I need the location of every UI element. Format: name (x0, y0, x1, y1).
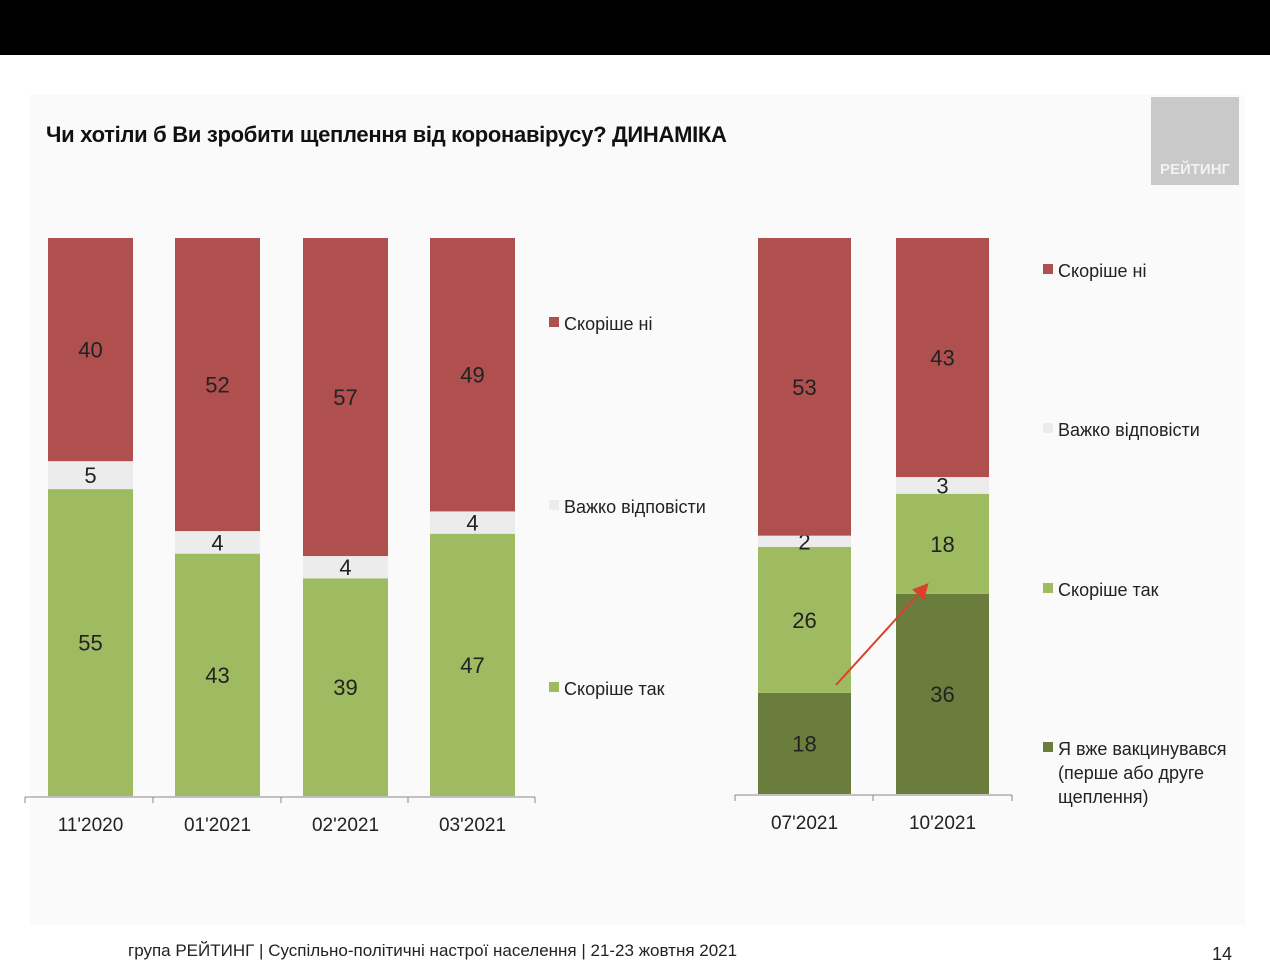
bar-segment (175, 238, 260, 532)
bar-segment (303, 556, 388, 579)
data-label: 4 (339, 555, 351, 580)
data-label: 18 (792, 731, 816, 756)
bar-segment (896, 593, 989, 794)
data-label: 43 (930, 346, 954, 371)
bar-segment (758, 535, 851, 547)
legend-swatch (1043, 264, 1053, 274)
bar-segment (303, 578, 388, 796)
data-label: 52 (205, 373, 229, 398)
legend-swatch (1043, 423, 1053, 433)
data-label: 5 (84, 463, 96, 488)
data-label: 3 (936, 473, 948, 498)
trend-arrow (835, 583, 929, 686)
legend-label: Скоріше ні (564, 314, 653, 334)
data-label: 26 (792, 608, 816, 633)
legend-label: (перше або друге (1058, 763, 1204, 783)
category-label: 10'2021 (909, 813, 976, 834)
legend-swatch (1043, 583, 1053, 593)
category-label: 11'2020 (58, 815, 124, 836)
data-label: 57 (333, 385, 357, 410)
category-label: 07'2021 (771, 813, 838, 834)
data-label: 49 (460, 363, 484, 388)
bar-segment (430, 511, 515, 534)
legend-label: Важко відповісти (564, 497, 706, 517)
bar-segment (758, 546, 851, 693)
bar-segment (175, 553, 260, 796)
bar-segment (896, 477, 989, 494)
rating-logo: РЕЙТИНГ (1151, 97, 1239, 185)
logo-text: РЕЙТИНГ (1159, 161, 1231, 178)
legend-swatch (549, 317, 559, 327)
bar-segment (896, 238, 989, 478)
bar-segment (758, 692, 851, 794)
data-label: 36 (930, 682, 954, 707)
legend-swatch (549, 682, 559, 692)
bar-segment (758, 238, 851, 536)
legend-label: Важко відповісти (1058, 420, 1200, 440)
category-label: 02'2021 (312, 815, 379, 836)
bar-segment (430, 533, 515, 796)
legend-swatch (549, 500, 559, 510)
data-label: 55 (78, 631, 102, 656)
bar-segment (303, 238, 388, 557)
legend-swatch (1043, 742, 1053, 752)
category-label: 01'2021 (184, 815, 251, 836)
bar-segment (430, 238, 515, 512)
bar-segment (48, 489, 133, 796)
footer-text: група РЕЙТИНГ | Суспільно-політичні наст… (128, 941, 738, 960)
legend-label: Скоріше ні (1058, 261, 1147, 281)
bar-segment (896, 493, 989, 594)
data-label: 4 (211, 530, 223, 555)
data-label: 53 (792, 375, 816, 400)
data-label: 39 (333, 675, 357, 700)
legend-label: щеплення) (1058, 787, 1149, 807)
data-label: 18 (930, 532, 954, 557)
top-black-bar (0, 0, 1270, 55)
page-number: 14 (1212, 944, 1233, 964)
bar-segment (175, 531, 260, 554)
data-label: 4 (466, 511, 478, 536)
legend-label: Я вже вакцинувався (1058, 739, 1226, 759)
legend-label: Скоріше так (564, 679, 665, 699)
data-label: 40 (78, 338, 102, 363)
bar-segment (48, 461, 133, 490)
bar-segment (48, 238, 133, 462)
category-label: 03'2021 (439, 815, 506, 836)
data-label: 47 (460, 653, 484, 678)
slide-title: Чи хотіли б Ви зробити щеплення від коро… (46, 122, 727, 147)
legend-label: Скоріше так (1058, 580, 1159, 600)
data-label: 43 (205, 663, 229, 688)
